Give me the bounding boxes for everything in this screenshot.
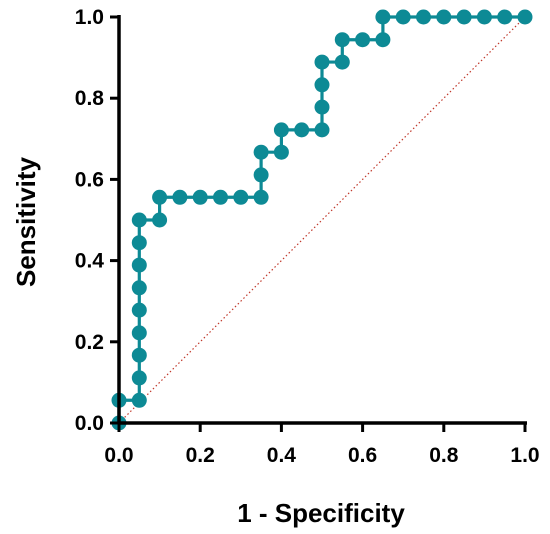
roc-point <box>213 189 228 205</box>
roc-point <box>131 280 147 296</box>
y-tick-label: 0.0 <box>75 412 104 435</box>
roc-point <box>456 9 472 25</box>
roc-point <box>334 54 350 70</box>
roc-point <box>131 235 147 251</box>
roc-point <box>314 77 330 93</box>
x-axis-title: 1 - Specificity <box>237 498 405 528</box>
roc-point <box>253 144 269 160</box>
roc-point <box>436 9 452 25</box>
roc-point <box>233 189 249 205</box>
roc-point <box>314 99 330 115</box>
roc-point <box>395 9 411 25</box>
roc-point <box>131 302 147 318</box>
x-tick-label: 0.2 <box>186 444 215 467</box>
roc-point <box>131 347 147 363</box>
x-tick-label: 0.4 <box>267 444 297 467</box>
roc-point <box>355 32 371 48</box>
roc-point <box>172 189 188 205</box>
roc-point <box>273 144 289 160</box>
y-axis-title: Sensitivity <box>11 156 41 287</box>
roc-point <box>517 9 533 25</box>
x-tick-label: 0.0 <box>104 444 133 467</box>
roc-point <box>476 9 492 25</box>
roc-point <box>131 370 147 386</box>
x-tick-label: 0.6 <box>348 444 377 467</box>
roc-point <box>334 32 350 48</box>
y-tick-label: 0.2 <box>75 331 104 354</box>
roc-point <box>273 122 289 138</box>
roc-point <box>131 212 147 228</box>
roc-point <box>375 32 391 48</box>
roc-point <box>314 122 330 138</box>
roc-point <box>294 122 310 138</box>
roc-point <box>152 189 168 205</box>
roc-point <box>375 9 391 25</box>
roc-point <box>131 325 147 341</box>
roc-point <box>314 54 330 70</box>
y-tick-label: 0.6 <box>75 168 104 191</box>
y-tick-label: 0.4 <box>75 250 105 273</box>
roc-point <box>253 167 269 183</box>
roc-point <box>152 212 168 228</box>
y-tick-label: 0.8 <box>75 87 105 110</box>
roc-point <box>192 189 208 205</box>
y-tick-label: 1.0 <box>75 6 104 29</box>
roc-point <box>416 9 431 25</box>
roc-point <box>131 392 147 408</box>
x-tick-label: 0.8 <box>429 444 459 467</box>
roc-point <box>131 257 147 273</box>
roc-point <box>253 189 269 205</box>
roc-point <box>497 9 513 25</box>
x-tick-label: 1.0 <box>510 444 539 467</box>
